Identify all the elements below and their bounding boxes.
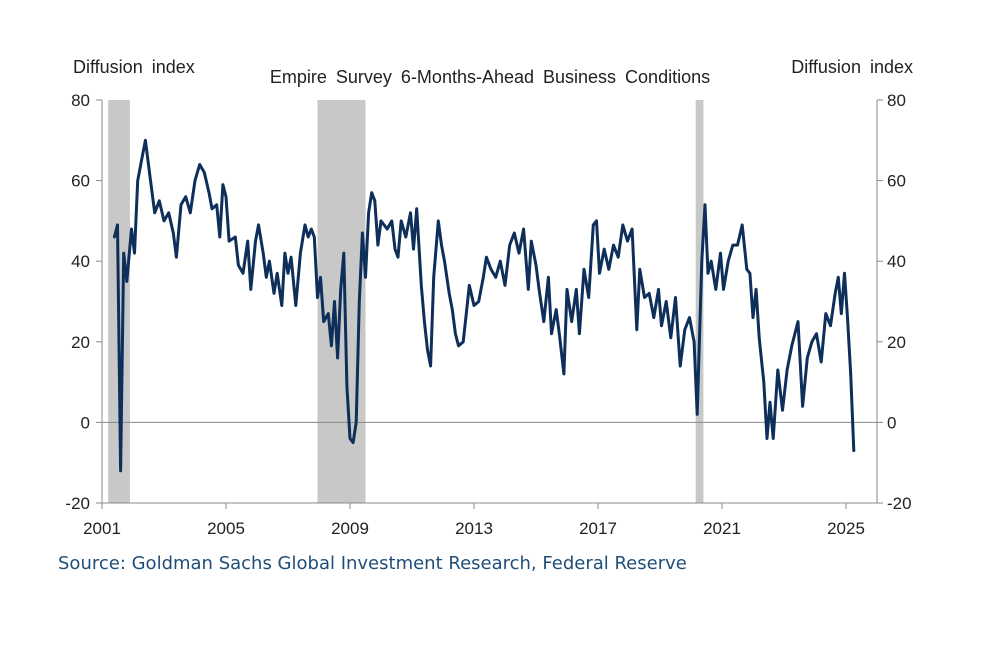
- right-tick-label: 60: [887, 172, 906, 191]
- x-tick-label: 2001: [83, 519, 121, 538]
- left-tick-label: 60: [71, 172, 90, 191]
- x-tick-label: 2025: [827, 519, 865, 538]
- right-axis-ticks: 80 60 40 20 0 -20: [877, 91, 912, 513]
- left-tick-label: -20: [65, 494, 90, 513]
- right-axis-label: Diffusion index: [791, 57, 913, 77]
- right-tick-label: 80: [887, 91, 906, 110]
- chart-title: Empire Survey 6-Months-Ahead Business Co…: [270, 67, 710, 87]
- left-tick-label: 80: [71, 91, 90, 110]
- right-tick-label: -20: [887, 494, 912, 513]
- series-line: [112, 138, 856, 473]
- left-tick-label: 20: [71, 333, 90, 352]
- recession-bands: [108, 100, 704, 503]
- x-tick-label: 2005: [207, 519, 245, 538]
- x-tick-label: 2009: [331, 519, 369, 538]
- left-axis-label: Diffusion index: [73, 57, 195, 77]
- right-tick-label: 20: [887, 333, 906, 352]
- left-axis-ticks: 80 60 40 20 0 -20: [65, 91, 102, 513]
- x-axis-ticks: 2001 2005 2009 2013 2017 2021 2025: [83, 503, 865, 538]
- source-note: Source: Goldman Sachs Global Investment …: [58, 553, 687, 574]
- x-tick-label: 2013: [455, 519, 493, 538]
- x-tick-label: 2021: [703, 519, 741, 538]
- left-tick-label: 40: [71, 252, 90, 271]
- right-tick-label: 0: [887, 413, 896, 432]
- left-tick-label: 0: [81, 413, 90, 432]
- right-tick-label: 40: [887, 252, 906, 271]
- x-tick-label: 2017: [579, 519, 617, 538]
